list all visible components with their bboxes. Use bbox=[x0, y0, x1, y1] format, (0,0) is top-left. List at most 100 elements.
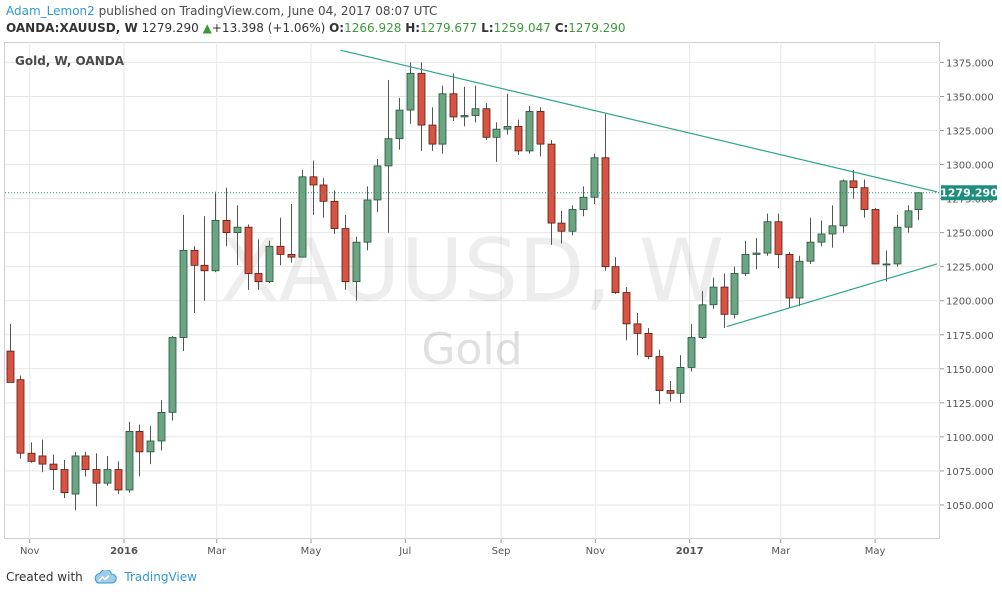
grid-lines bbox=[5, 42, 940, 539]
candle bbox=[741, 240, 750, 277]
candle bbox=[536, 107, 545, 157]
candle bbox=[417, 62, 426, 151]
candle-body bbox=[601, 157, 610, 268]
candle bbox=[81, 451, 90, 477]
candle bbox=[341, 214, 350, 290]
candle bbox=[330, 190, 339, 234]
candle bbox=[676, 355, 685, 403]
candle bbox=[319, 178, 328, 218]
candle bbox=[406, 62, 415, 124]
candle bbox=[6, 323, 15, 383]
candle bbox=[871, 208, 880, 265]
low-value: 1259.047 bbox=[493, 21, 551, 35]
candle-body bbox=[395, 109, 404, 140]
candle bbox=[579, 186, 588, 217]
candle-body bbox=[666, 390, 675, 394]
price-chart[interactable]: XAUUSD, W Gold 1050.0001075.0001100.0001… bbox=[0, 42, 1002, 564]
candle-body bbox=[730, 273, 739, 315]
candle-body bbox=[914, 192, 923, 210]
candle-body bbox=[763, 221, 772, 254]
watermark-name: Gold bbox=[421, 324, 522, 375]
y-tick-label: 1150.000 bbox=[946, 365, 994, 376]
ohlc-summary: OANDA:XAUUSD, W 1279.290 ▲+13.398 (+1.06… bbox=[6, 21, 626, 35]
candle bbox=[633, 312, 642, 356]
candle bbox=[265, 240, 274, 284]
candle bbox=[828, 205, 837, 248]
time-axis[interactable]: Nov 2016 Mar May Jul Sep Nov 2017 Mar May bbox=[20, 539, 886, 557]
chart-container[interactable]: XAUUSD, W Gold 1050.000 1075.000 1100.000 1… bbox=[0, 42, 1002, 564]
candle-body bbox=[449, 93, 458, 118]
candle-body bbox=[135, 431, 144, 453]
candle bbox=[795, 255, 804, 307]
candle-body bbox=[265, 245, 274, 283]
candle-body bbox=[352, 241, 361, 283]
candle bbox=[211, 191, 220, 273]
last-price-tag-bg bbox=[941, 185, 997, 201]
candle-body bbox=[568, 209, 577, 232]
candle-body bbox=[16, 379, 25, 454]
y-tick-label: 1225.000 bbox=[946, 263, 994, 274]
candlestick-series bbox=[6, 62, 923, 511]
close-label: C: bbox=[554, 21, 569, 35]
y-tick-label: 1300.000 bbox=[946, 161, 994, 172]
candle-body bbox=[871, 209, 880, 265]
x-tick-label: 2016 bbox=[110, 546, 138, 557]
tradingview-link[interactable]: TradingView bbox=[124, 570, 197, 584]
candle bbox=[233, 205, 242, 266]
candle-body bbox=[287, 254, 296, 258]
last-price-tag: 1279.290 bbox=[940, 185, 998, 201]
candle bbox=[157, 400, 166, 451]
candle-body bbox=[503, 126, 512, 130]
candle-body bbox=[363, 199, 372, 243]
candle bbox=[49, 454, 58, 490]
y-tick-label: 1175.000 bbox=[946, 331, 994, 342]
price-axis[interactable]: 1050.000 1075.000 1100.000 1125.000 1150.000… bbox=[940, 58, 994, 512]
trendlines[interactable] bbox=[340, 49, 938, 328]
candle bbox=[904, 205, 913, 233]
candle bbox=[611, 257, 620, 294]
candle bbox=[244, 224, 253, 290]
trendline bbox=[726, 263, 938, 328]
candle bbox=[849, 169, 858, 199]
candle-body bbox=[38, 455, 47, 465]
candle-body bbox=[687, 337, 696, 368]
author-link[interactable]: Adam_Lemon2 bbox=[6, 4, 95, 18]
x-tick-label: Jul bbox=[398, 546, 411, 557]
candle-body bbox=[525, 111, 534, 152]
candle-body bbox=[428, 124, 437, 145]
created-with-label: Created with bbox=[6, 570, 83, 584]
candle-body bbox=[168, 337, 177, 413]
publish-info: Adam_Lemon2 published on TradingView.com… bbox=[6, 4, 437, 18]
candle bbox=[114, 461, 123, 495]
candle bbox=[774, 213, 783, 269]
candle bbox=[568, 205, 577, 236]
candle-body bbox=[557, 222, 566, 232]
candle bbox=[384, 80, 393, 233]
candle-body bbox=[71, 455, 80, 495]
candle-body bbox=[633, 323, 642, 334]
candle bbox=[882, 250, 891, 282]
candle-body bbox=[622, 292, 631, 325]
candle-body bbox=[806, 241, 815, 262]
x-tick-label: 2017 bbox=[676, 546, 704, 557]
candle-body bbox=[655, 356, 664, 391]
candle-body bbox=[817, 233, 826, 243]
candle-body bbox=[514, 126, 523, 152]
candle bbox=[914, 192, 923, 221]
candle bbox=[622, 287, 631, 341]
last-price: 1279.290 bbox=[141, 21, 199, 35]
y-tick-label: 1200.000 bbox=[946, 297, 994, 308]
candle-body bbox=[720, 286, 729, 315]
candle bbox=[590, 153, 599, 205]
candle-body bbox=[60, 469, 69, 494]
x-tick-label: Mar bbox=[207, 546, 227, 557]
candle-body bbox=[741, 254, 750, 274]
candle bbox=[92, 453, 101, 507]
candle bbox=[276, 217, 285, 266]
candle-body bbox=[492, 128, 501, 138]
candle bbox=[179, 214, 188, 352]
cloud-icon[interactable] bbox=[93, 568, 117, 587]
y-tick-label: 1125.000 bbox=[946, 399, 994, 410]
candle-body bbox=[839, 180, 848, 227]
candle bbox=[309, 160, 318, 215]
